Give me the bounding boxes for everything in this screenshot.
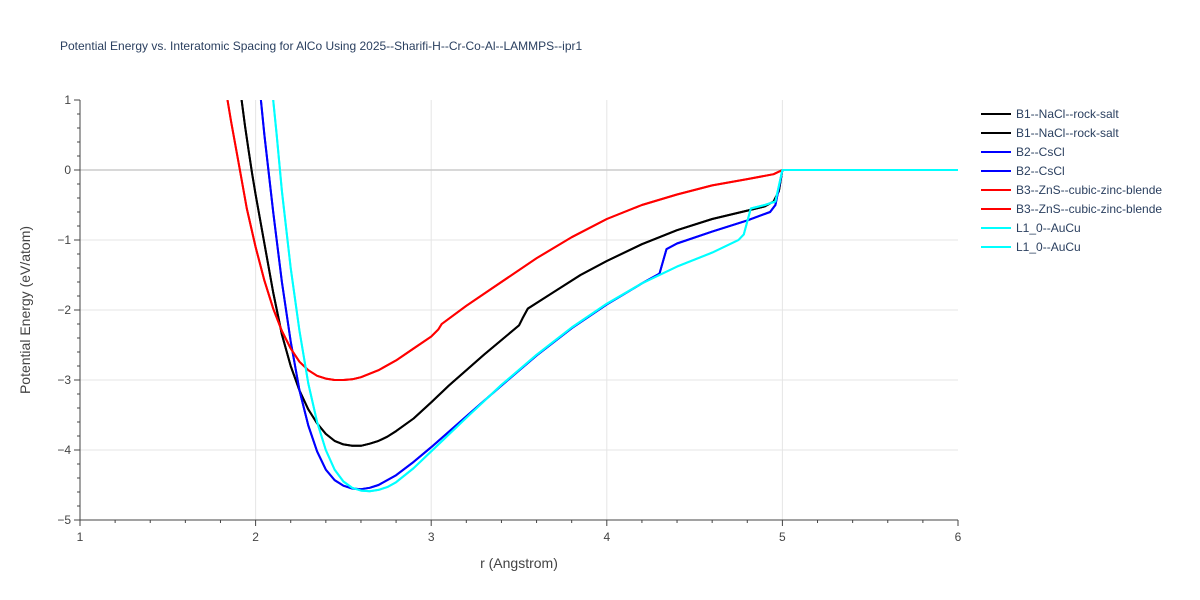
y-tick-label: −2 [57,303,71,317]
y-tick-label: −3 [57,373,71,387]
series-line-1 [240,100,958,447]
legend-item-0[interactable]: B1--NaCl--rock-salt [981,107,1119,121]
y-tick-label: −5 [57,513,71,527]
legend-item-2[interactable]: B2--CsCl [981,145,1065,159]
legend-label: B1--NaCl--rock-salt [1016,126,1119,140]
legend-label: B1--NaCl--rock-salt [1016,107,1119,121]
x-tick-label: 1 [77,530,84,544]
axes [74,99,959,526]
y-axis-title: Potential Energy (eV/atom) [17,226,33,394]
legend-label: B2--CsCl [1016,164,1065,178]
x-axis-title: r (Angstrom) [480,555,558,571]
y-tick-label: −4 [57,443,71,457]
x-tick-label: 6 [955,530,962,544]
x-tick-label: 5 [779,530,786,544]
legend-item-5[interactable]: B3--ZnS--cubic-zinc-blende [981,202,1162,216]
legend-label: B3--ZnS--cubic-zinc-blende [1016,183,1162,197]
legend-item-3[interactable]: B2--CsCl [981,164,1065,178]
series-line-7 [272,100,958,493]
tick-labels: 1 2 3 4 5 6 1 0 −1 −2 −3 −4 −5 [57,93,961,544]
legend-label: L1_0--AuCu [1016,240,1081,254]
grid [80,100,958,520]
series-line-3 [259,100,958,491]
y-tick-label: 1 [64,93,71,107]
series-line-2 [259,100,958,491]
series-line-5 [226,100,958,381]
x-tick-label: 2 [252,530,259,544]
y-tick-label: −1 [57,233,71,247]
legend-item-6[interactable]: L1_0--AuCu [981,221,1081,235]
legend[interactable]: B1--NaCl--rock-salt B1--NaCl--rock-salt B2… [981,107,1162,254]
series-line-6 [272,100,958,493]
legend-label: B3--ZnS--cubic-zinc-blende [1016,202,1162,216]
series-line-0 [240,100,958,447]
x-tick-label: 4 [603,530,610,544]
legend-label: B2--CsCl [1016,145,1065,159]
legend-item-4[interactable]: B3--ZnS--cubic-zinc-blende [981,183,1162,197]
legend-item-7[interactable]: L1_0--AuCu [981,240,1081,254]
y-tick-label: 0 [64,163,71,177]
chart-title: Potential Energy vs. Interatomic Spacing… [60,39,582,53]
legend-item-1[interactable]: B1--NaCl--rock-salt [981,126,1119,140]
x-tick-label: 3 [428,530,435,544]
series-layer [226,100,958,493]
legend-label: L1_0--AuCu [1016,221,1081,235]
